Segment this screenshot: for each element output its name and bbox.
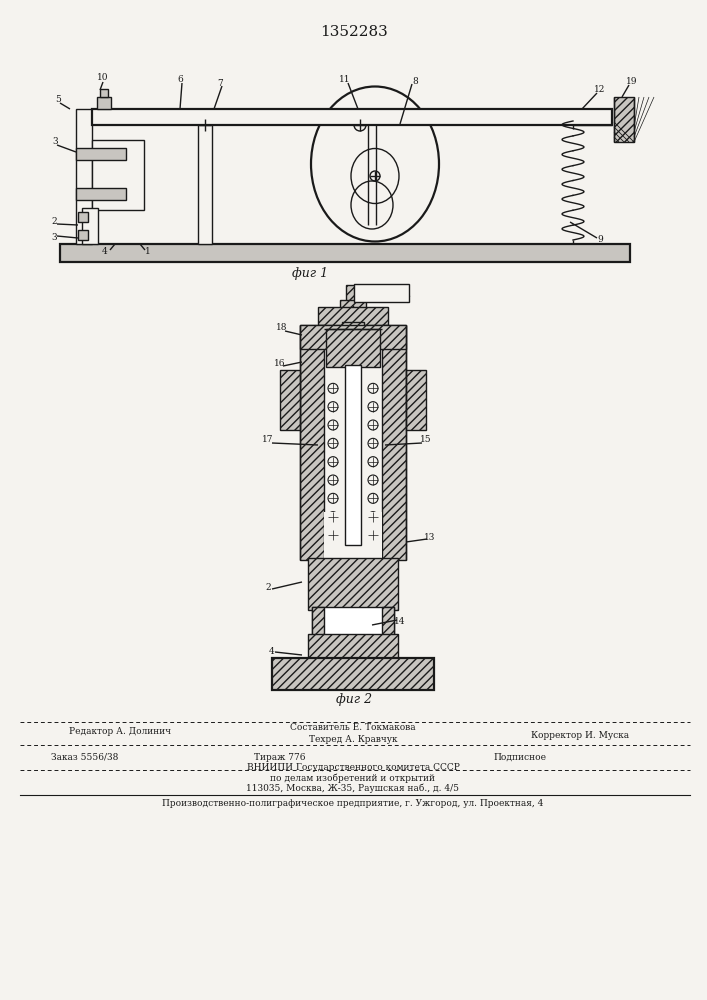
Text: Корректор И. Муска: Корректор И. Муска bbox=[531, 730, 629, 740]
Text: ВНИИПИ Государственного комитета СССР: ВНИИПИ Государственного комитета СССР bbox=[247, 764, 460, 772]
Bar bbox=[300, 325, 406, 349]
Text: фиг 1: фиг 1 bbox=[292, 267, 328, 280]
Bar bbox=[406, 370, 426, 430]
Text: 3: 3 bbox=[52, 137, 58, 146]
Bar bbox=[340, 300, 366, 310]
Bar bbox=[97, 97, 111, 109]
Text: 17: 17 bbox=[262, 436, 274, 444]
Text: Составитель Е. Токмакова: Составитель Е. Токмакова bbox=[290, 722, 416, 732]
Bar bbox=[76, 188, 126, 200]
Bar bbox=[60, 244, 630, 262]
Bar bbox=[92, 140, 144, 210]
Text: по делам изобретений и открытий: по делам изобретений и открытий bbox=[271, 773, 436, 783]
Text: 6: 6 bbox=[177, 76, 183, 85]
Bar bbox=[614, 97, 634, 142]
Text: Заказ 5556/38: Заказ 5556/38 bbox=[52, 752, 119, 762]
Bar bbox=[78, 212, 88, 222]
Text: 4: 4 bbox=[102, 247, 108, 256]
Bar bbox=[382, 325, 406, 560]
Bar bbox=[78, 230, 88, 240]
Text: 1: 1 bbox=[145, 247, 151, 256]
Text: 2: 2 bbox=[51, 218, 57, 227]
Text: Производственно-полиграфическое предприятие, г. Ужгород, ул. Проектная, 4: Производственно-полиграфическое предприя… bbox=[163, 798, 544, 808]
Bar bbox=[272, 658, 434, 690]
Text: 16: 16 bbox=[274, 359, 286, 367]
Bar bbox=[100, 89, 108, 97]
Bar bbox=[82, 208, 98, 244]
Text: 8: 8 bbox=[412, 77, 418, 86]
Bar bbox=[324, 512, 382, 560]
Text: 7: 7 bbox=[217, 79, 223, 88]
Text: 13: 13 bbox=[424, 532, 436, 542]
Bar bbox=[76, 109, 92, 244]
Text: 1352283: 1352283 bbox=[320, 25, 388, 39]
Text: 15: 15 bbox=[420, 436, 432, 444]
Bar bbox=[346, 285, 360, 305]
Bar bbox=[308, 634, 398, 660]
Bar bbox=[308, 558, 398, 610]
Text: Подписное: Подписное bbox=[493, 752, 547, 762]
Text: 18: 18 bbox=[276, 324, 288, 332]
Text: 10: 10 bbox=[98, 74, 109, 83]
Text: Техред А. Кравчук: Техред А. Кравчук bbox=[309, 736, 397, 744]
Bar bbox=[198, 125, 212, 244]
Text: 113035, Москва, Ж-35, Раушская наб., д. 4/5: 113035, Москва, Ж-35, Раушская наб., д. … bbox=[247, 783, 460, 793]
Text: 11: 11 bbox=[339, 76, 351, 85]
Bar bbox=[280, 370, 300, 430]
Text: 5: 5 bbox=[55, 96, 61, 104]
Text: 4: 4 bbox=[269, 648, 275, 656]
Text: 12: 12 bbox=[595, 86, 606, 95]
Bar bbox=[76, 148, 126, 160]
Bar bbox=[326, 329, 380, 367]
Text: Редактор А. Долинич: Редактор А. Долинич bbox=[69, 728, 171, 736]
Text: 14: 14 bbox=[395, 617, 406, 626]
Text: 19: 19 bbox=[626, 78, 638, 87]
Text: 2: 2 bbox=[265, 582, 271, 591]
Bar bbox=[300, 325, 324, 560]
Bar bbox=[318, 307, 388, 325]
Text: 9: 9 bbox=[597, 235, 603, 244]
Bar bbox=[92, 109, 612, 125]
Bar bbox=[342, 322, 364, 340]
Text: фиг 2: фиг 2 bbox=[336, 694, 372, 706]
Bar bbox=[354, 284, 409, 302]
Bar bbox=[382, 607, 394, 635]
Bar bbox=[312, 607, 324, 635]
Text: Тираж 776: Тираж 776 bbox=[255, 752, 305, 762]
Text: 3: 3 bbox=[51, 233, 57, 242]
Bar bbox=[345, 365, 361, 545]
Bar bbox=[312, 607, 394, 635]
